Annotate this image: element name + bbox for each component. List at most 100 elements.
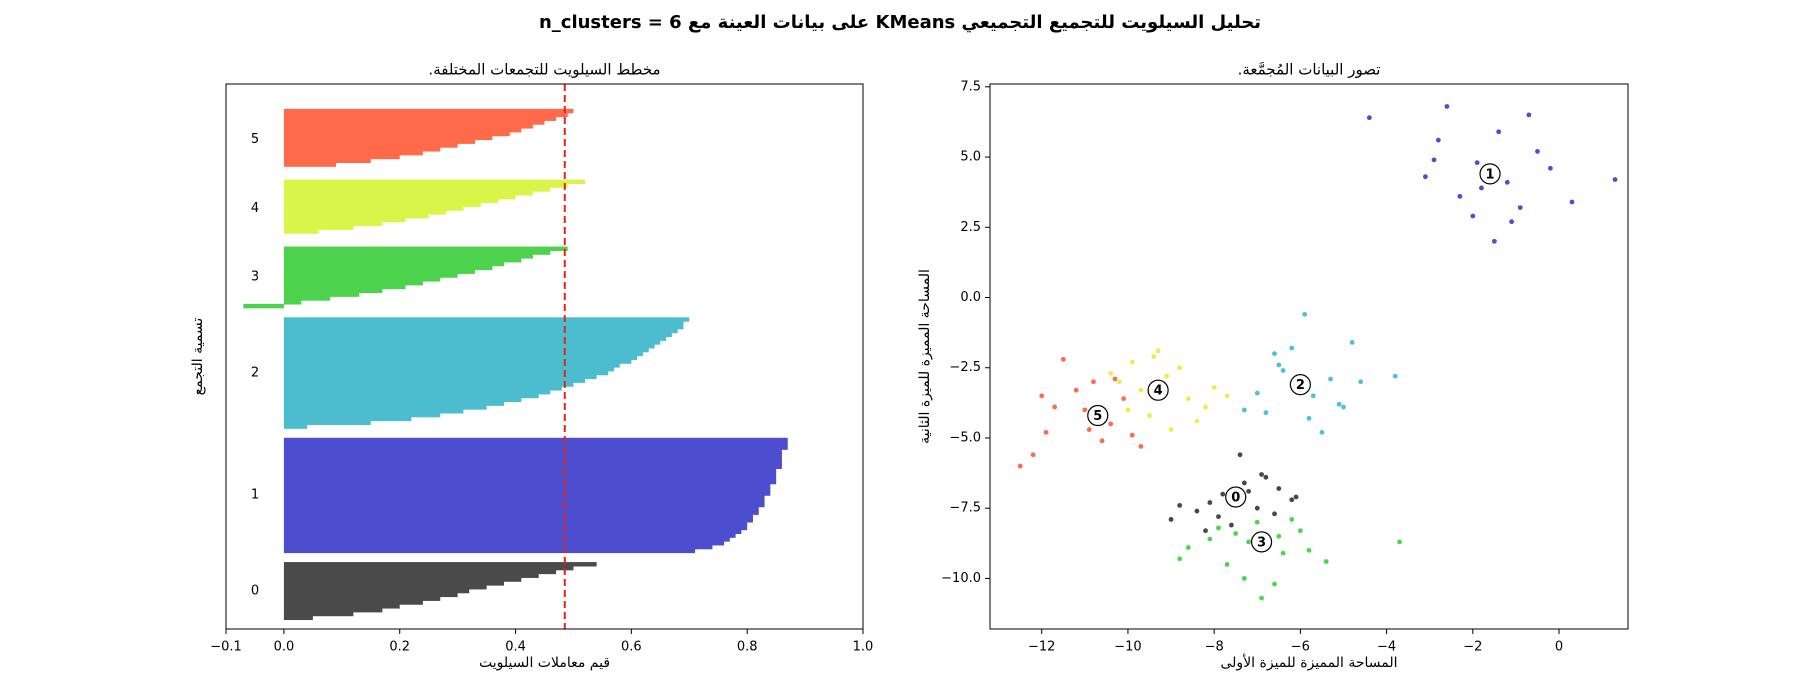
silhouette-bar — [283, 498, 765, 504]
silhouette-bar — [283, 588, 470, 594]
point — [1099, 438, 1105, 444]
y-tick-label: −2.5 — [949, 360, 981, 375]
point — [1504, 179, 1510, 185]
silhouette-bar — [283, 246, 568, 251]
silhouette-bar — [283, 120, 545, 125]
x-tick-label: 0.8 — [737, 640, 758, 655]
x-tick-label: −2 — [1463, 640, 1482, 655]
point — [1289, 517, 1295, 522]
center-label: 1 — [1486, 167, 1495, 182]
point — [1168, 427, 1174, 432]
point — [1548, 165, 1553, 171]
silhouette-bar — [283, 479, 777, 485]
point — [1108, 370, 1114, 376]
silhouette-bar — [283, 347, 649, 353]
point — [1224, 561, 1230, 567]
point — [1129, 359, 1135, 365]
silhouette-bar — [283, 280, 423, 286]
silhouette-bar — [283, 405, 487, 410]
axes-title: مخطط السيلويت للتجمعات المختلفة. — [428, 61, 660, 79]
silhouette-bar — [283, 135, 493, 141]
silhouette-bar — [283, 336, 667, 341]
silhouette-bar — [283, 217, 406, 223]
silhouette-bar — [283, 378, 586, 383]
silhouette-bar — [283, 131, 510, 137]
point — [1125, 407, 1131, 413]
point — [1444, 104, 1450, 109]
point — [1509, 219, 1515, 225]
silhouette-bar — [283, 321, 684, 326]
x-tick-label: −10 — [1114, 640, 1141, 655]
silhouette-bar — [283, 615, 313, 621]
y-tick-label: −7.5 — [949, 501, 981, 516]
silhouette-bar — [283, 600, 423, 605]
point — [1341, 404, 1346, 410]
cluster-label: 5 — [251, 132, 259, 147]
silhouette-bar — [283, 127, 522, 133]
point — [1216, 525, 1221, 531]
point — [1306, 415, 1312, 421]
silhouette-bar — [283, 225, 354, 230]
silhouette-bar — [283, 206, 464, 211]
point — [1259, 595, 1264, 601]
silhouette-bar — [283, 487, 771, 492]
cluster-label: 0 — [251, 583, 259, 598]
silhouette-bar — [283, 607, 383, 613]
x-tick-label: −0.1 — [210, 640, 242, 655]
silhouette-bar — [283, 541, 725, 546]
silhouette-bar — [283, 529, 742, 534]
silhouette-bar — [283, 397, 522, 403]
silhouette-bar — [283, 344, 655, 349]
point — [1220, 491, 1226, 497]
point — [1535, 149, 1540, 154]
silhouette-bar — [283, 363, 620, 368]
silhouette-bar — [283, 162, 337, 167]
point — [1289, 497, 1295, 503]
silhouette-bar — [283, 393, 539, 399]
center-label: 4 — [1154, 384, 1163, 399]
point — [1431, 157, 1437, 163]
point — [1082, 407, 1088, 413]
silhouette-bar — [283, 292, 360, 297]
point — [1280, 550, 1286, 556]
point — [1194, 508, 1200, 514]
point — [1207, 500, 1213, 505]
point — [1491, 238, 1497, 244]
silhouette-bar — [283, 367, 614, 372]
point — [1129, 432, 1135, 438]
point — [1474, 160, 1480, 166]
point — [1526, 112, 1532, 118]
y-axis-label: المساحة المميزة للميزة الثانية — [917, 269, 933, 444]
point — [1151, 354, 1157, 359]
silhouette-bar — [283, 464, 782, 469]
point — [1246, 539, 1252, 545]
point — [1203, 528, 1208, 534]
silhouette-bar — [283, 198, 499, 204]
cluster-center — [1479, 163, 1501, 185]
silhouette-bar — [283, 150, 423, 156]
point — [1272, 581, 1277, 587]
point — [1185, 545, 1191, 550]
silhouette-bar — [283, 328, 678, 334]
axes-frame — [989, 83, 1629, 630]
silhouette-bar — [283, 468, 777, 473]
x-tick-label: 1.0 — [853, 640, 874, 655]
point — [1164, 373, 1170, 379]
silhouette-bar — [283, 577, 522, 582]
silhouette-bar — [283, 139, 476, 144]
silhouette-bar — [283, 124, 533, 129]
silhouette-bar — [283, 581, 504, 586]
x-axis-label: قيم معاملات السيلويت — [479, 655, 610, 671]
center-label: 5 — [1093, 409, 1102, 424]
silhouette-bar — [283, 108, 574, 114]
silhouette-bar — [283, 445, 788, 450]
point — [1297, 528, 1303, 534]
point — [1052, 404, 1058, 410]
cluster-center — [1147, 379, 1169, 401]
point — [1207, 536, 1213, 542]
silhouette-bar — [283, 202, 481, 207]
silhouette-bar — [283, 261, 504, 267]
y-tick-label: 7.5 — [960, 79, 981, 94]
silhouette-bar — [283, 374, 597, 380]
cluster-label: 3 — [251, 270, 259, 285]
